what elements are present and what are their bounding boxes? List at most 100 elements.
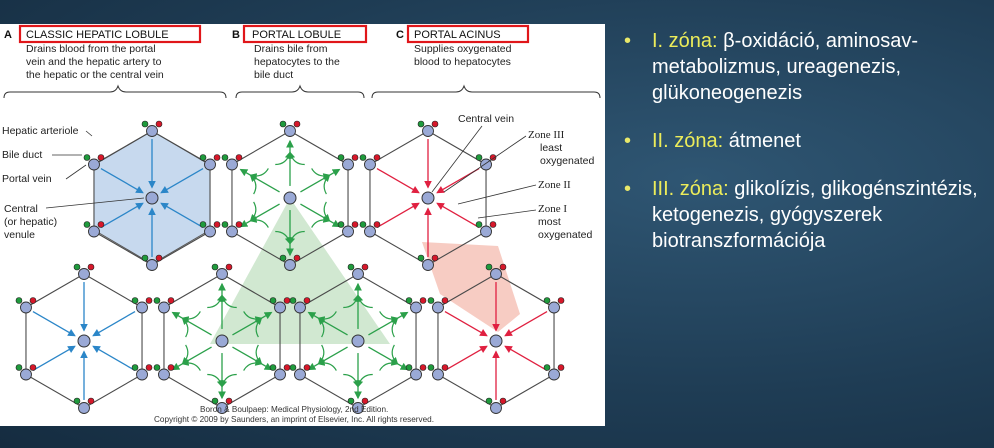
svg-text:A: A <box>4 29 12 41</box>
bullet-dot-icon: • <box>624 178 632 200</box>
svg-text:B: B <box>232 29 240 41</box>
svg-text:PORTAL LOBULE: PORTAL LOBULE <box>252 29 341 41</box>
portal-triad-icon <box>211 397 233 414</box>
portal-vein-icon <box>215 334 229 348</box>
zone-description: glikolízis, glikogénszintézis, ketogenez… <box>652 178 978 252</box>
svg-text:vein and the hepatic artery to: vein and the hepatic artery to <box>26 56 162 68</box>
svg-text:Boron & Boulpaep: Medical Phys: Boron & Boulpaep: Medical Physiology, 2n… <box>200 405 388 414</box>
svg-text:Zone I: Zone I <box>538 203 567 215</box>
portal-lobule-hexagon-arrows <box>239 139 341 257</box>
portal-triad-icon <box>279 120 301 137</box>
classic-lobule-labels: Hepatic arteriole Bile duct Portal vein … <box>2 125 145 241</box>
portal-triad-icon <box>83 154 105 171</box>
portal-triad-icon <box>153 297 175 314</box>
svg-text:Central vein: Central vein <box>458 113 514 125</box>
bullet-dot-icon: • <box>624 30 632 52</box>
classic-lobule-hexagon-arrows <box>32 282 136 400</box>
portal-triad-icon <box>543 297 565 314</box>
portal-vein-icon <box>283 191 297 205</box>
portal-triad-icon <box>73 397 95 414</box>
acinus-hexagon-arrows <box>444 282 548 400</box>
portal-triad-icon <box>83 221 105 238</box>
portal-triad-icon <box>485 397 507 414</box>
central-vein-icon <box>77 334 91 348</box>
portal-triad-icon <box>337 154 359 171</box>
portal-triad-icon <box>543 364 565 381</box>
portal-triad-icon <box>485 263 507 280</box>
svg-text:hepatocytes to the: hepatocytes to the <box>254 56 340 68</box>
svg-text:Central: Central <box>4 203 38 215</box>
svg-text:oxygenated: oxygenated <box>538 229 592 241</box>
portal-triad-icon <box>199 154 221 171</box>
portal-lobule-hexagon-arrows <box>171 282 273 400</box>
svg-text:Zone III: Zone III <box>528 129 565 141</box>
svg-text:C: C <box>396 29 404 41</box>
central-vein-icon <box>421 191 435 205</box>
portal-triad-icon <box>347 263 369 280</box>
acinus-hexagon-arrows <box>376 139 480 257</box>
acinus-labels: Central vein Zone III least oxygenated Z… <box>431 113 594 241</box>
zone-label: I. zóna: <box>652 30 718 52</box>
central-vein-icon <box>489 334 503 348</box>
portal-triad-icon <box>347 397 369 414</box>
panel-b-heading: B PORTAL LOBULE Drains bile from hepatoc… <box>232 24 368 81</box>
portal-triad-icon <box>269 364 291 381</box>
svg-text:Bile duct: Bile duct <box>2 149 42 161</box>
bullet-zone-2: • II. zóna: átmenet <box>622 128 990 154</box>
svg-text:Portal vein: Portal vein <box>2 173 52 185</box>
portal-triad-icon <box>15 364 37 381</box>
portal-triad-icon <box>199 221 221 238</box>
portal-triad-icon <box>417 254 439 271</box>
svg-text:CLASSIC HEPATIC LOBULE: CLASSIC HEPATIC LOBULE <box>26 29 169 41</box>
svg-text:bile duct: bile duct <box>254 69 293 81</box>
portal-triad-icon <box>279 254 301 271</box>
portal-triad-icon <box>221 154 243 171</box>
portal-triad-icon <box>427 297 449 314</box>
portal-triad-icon <box>211 263 233 280</box>
svg-text:the hepatic or the central vei: the hepatic or the central vein <box>26 69 164 81</box>
portal-triad-icon <box>475 154 497 171</box>
portal-triad-icon <box>405 297 427 314</box>
portal-triad-icon <box>337 221 359 238</box>
portal-triad-icon <box>427 364 449 381</box>
portal-triad-icon <box>141 120 163 137</box>
portal-triad-icon <box>417 120 439 137</box>
zone-description: β-oxidáció, aminosav-metabolizmus, ureag… <box>652 30 919 104</box>
arrow-layer <box>32 139 548 400</box>
zone-description: átmenet <box>723 130 801 152</box>
portal-triad-icon <box>475 221 497 238</box>
svg-text:most: most <box>538 216 561 228</box>
svg-text:blood to hepatocytes: blood to hepatocytes <box>414 56 511 68</box>
svg-text:venule: venule <box>4 229 35 241</box>
classic-lobule-hexagon-arrows <box>100 139 204 257</box>
svg-text:Drains blood from the portal: Drains blood from the portal <box>26 43 156 55</box>
svg-text:Zone II: Zone II <box>538 179 571 191</box>
liver-lobule-figure: A CLASSIC HEPATIC LOBULE Drains blood fr… <box>0 24 605 426</box>
portal-triad-icon <box>405 364 427 381</box>
portal-triad-icon <box>141 254 163 271</box>
panel-c-heading: C PORTAL ACINUS Supplies oxygenated bloo… <box>396 24 530 68</box>
panel-braces <box>3 84 601 99</box>
portal-triad-icon <box>73 263 95 280</box>
central-vein-icon <box>145 191 159 205</box>
portal-triad-icon <box>15 297 37 314</box>
svg-text:Supplies oxygenated: Supplies oxygenated <box>414 43 512 55</box>
portal-triad-icon <box>289 364 311 381</box>
svg-text:Copyright © 2009 by Saunders,: Copyright © 2009 by Saunders, an imprint… <box>154 415 434 424</box>
panel-a-heading: A CLASSIC HEPATIC LOBULE Drains blood fr… <box>4 24 202 81</box>
figure-credit: Boron & Boulpaep: Medical Physiology, 2n… <box>154 405 434 424</box>
svg-text:least: least <box>540 142 562 154</box>
portal-lobule-hexagon-arrows <box>307 282 409 400</box>
svg-text:PORTAL ACINUS: PORTAL ACINUS <box>414 29 501 41</box>
portal-triad-icon <box>221 221 243 238</box>
zone-label: II. zóna: <box>652 130 724 152</box>
portal-triad-icon <box>153 364 175 381</box>
portal-triad-icon <box>359 221 381 238</box>
svg-text:Hepatic arteriole: Hepatic arteriole <box>2 125 79 137</box>
zone-label: III. zóna: <box>652 178 729 200</box>
portal-triad-icon <box>269 297 291 314</box>
zone-bullet-list: • I. zóna: β-oxidáció, aminosav-metaboli… <box>622 28 990 276</box>
svg-text:oxygenated: oxygenated <box>540 155 594 167</box>
bullet-zone-1: • I. zóna: β-oxidáció, aminosav-metaboli… <box>622 28 990 106</box>
portal-triad-icon <box>131 364 153 381</box>
